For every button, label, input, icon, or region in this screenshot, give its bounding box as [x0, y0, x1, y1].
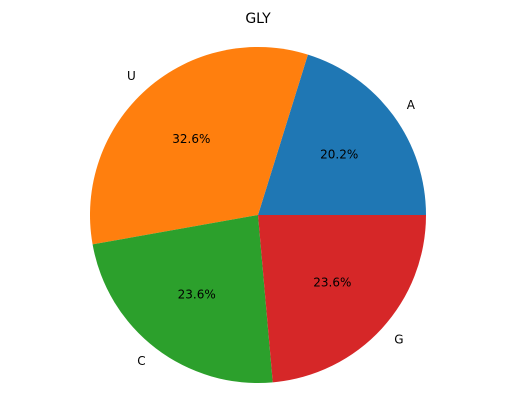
pie-slices	[89, 46, 427, 383]
slice-percent-g: 23.6%	[313, 276, 351, 290]
pie-slice-a	[258, 54, 426, 215]
pie-slice-g	[258, 215, 427, 383]
slice-label-u: U	[127, 69, 136, 83]
pie-labels: A 20.2% U 32.6% C 23.6% G 23.6%	[127, 69, 416, 368]
slice-percent-a: 20.2%	[320, 148, 358, 162]
slice-label-c: C	[137, 354, 145, 368]
chart-title: GLY	[245, 11, 271, 27]
slice-percent-u: 32.6%	[172, 132, 210, 146]
pie-slice-c	[92, 215, 273, 383]
slice-label-a: A	[407, 98, 416, 112]
slice-label-g: G	[394, 332, 403, 346]
slice-percent-c: 23.6%	[178, 288, 216, 302]
pie-slice-u	[89, 46, 308, 245]
